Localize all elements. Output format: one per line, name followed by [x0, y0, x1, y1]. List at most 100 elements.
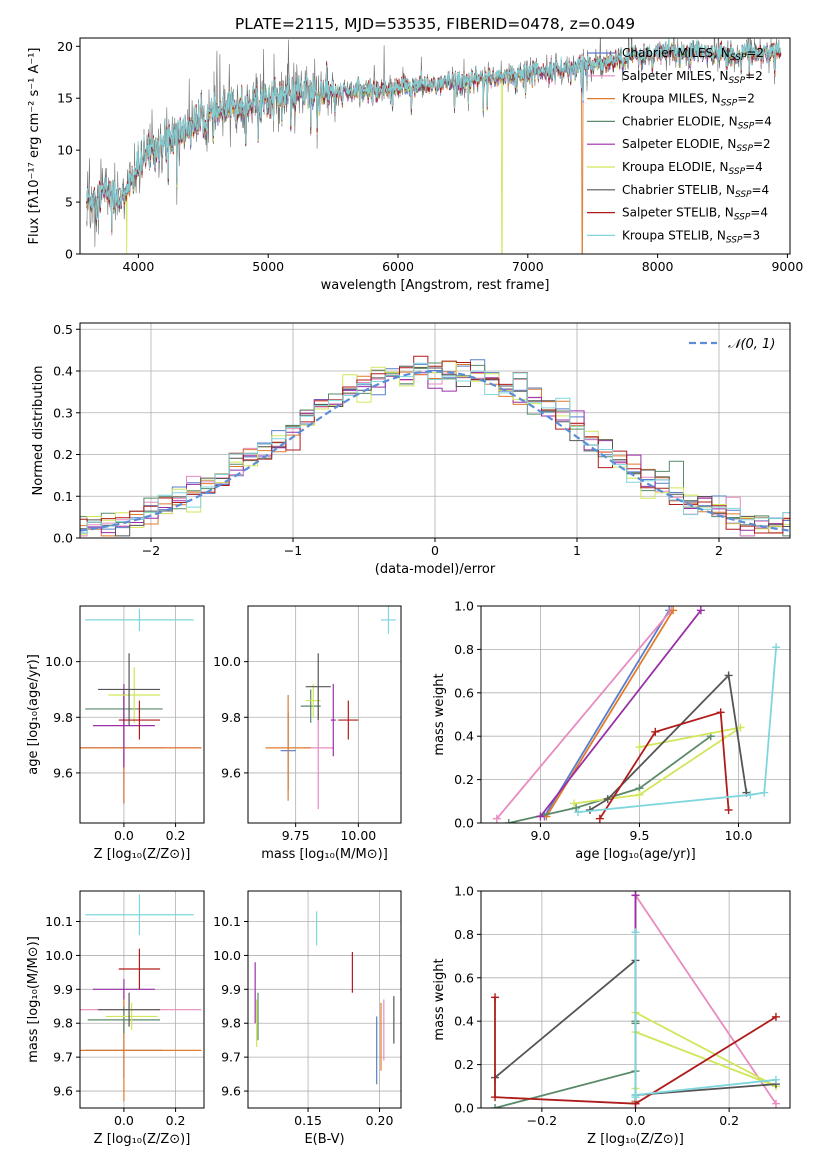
spectrum-xtick-label: 7000 — [512, 259, 544, 274]
legend-entry-label: Salpeter ELODIE, NSSP=2 — [622, 137, 771, 154]
legend-entry-label: Kroupa STELIB, NSSP=3 — [622, 228, 760, 245]
mass_vs_Z-point — [92, 979, 155, 1000]
weight_vs_age-xtick-label: 9.5 — [630, 828, 650, 843]
weight_vs_age-marker — [595, 814, 604, 823]
mass_vs_Z-ytick-label: 9.8 — [53, 1016, 73, 1031]
weight_vs_age-marker — [746, 790, 755, 799]
residuals-xtick-label: −1 — [284, 543, 302, 558]
residuals-ytick-label: 0.0 — [53, 531, 73, 546]
weight_vs_age-series-line — [496, 609, 672, 820]
spectrum-xtick-label: 9000 — [771, 259, 803, 274]
weight_vs_age-marker — [536, 812, 545, 821]
weight_vs_Z-ylabel: mass weight — [432, 958, 447, 1040]
weight_vs_age-marker — [603, 795, 612, 804]
residuals-ytick-label: 0.3 — [53, 405, 73, 420]
age_vs_mass-ytick-label: 9.8 — [221, 710, 241, 725]
weight_vs_age-series-line — [578, 647, 777, 813]
age_vs_mass-point — [300, 689, 321, 723]
spectrum-frame — [79, 37, 791, 255]
spectrum-xtick-label: 4000 — [123, 259, 155, 274]
spectrum-xtick-label: 8000 — [642, 259, 674, 274]
weight_vs_Z-marker — [491, 1104, 500, 1108]
mass_vs_Z-point — [105, 1002, 158, 1031]
spectrum-ylabel: Flux [fλ10⁻¹⁷ erg cm⁻² s⁻¹ A⁻¹] — [27, 48, 42, 245]
age_vs_mass-grid — [248, 606, 401, 823]
weight_vs_Z-xlabel: Z [log₁₀(Z/Z⊙)] — [587, 1132, 684, 1147]
weight_vs_age-ylabel: mass weight — [432, 673, 447, 755]
weight_vs_age-marker — [574, 808, 583, 817]
weight_vs_Z-marker — [491, 993, 500, 1002]
residuals-ytick-label: 0.4 — [53, 364, 73, 379]
legend-entry-label: Kroupa MILES, NSSP=2 — [622, 92, 755, 109]
weight_vs_Z-panel: −0.2 0.0 0.2 0.0 0.2 0.4 0.6 0.8 1.0 Z [log₁₀(Z/Z… — [432, 884, 791, 1147]
mass_vs_Z-plot-area — [80, 894, 202, 1102]
weight_vs_Z-frame — [480, 890, 791, 1109]
mass_vs_Z-point — [98, 992, 161, 1027]
residuals-xtick-label: 2 — [715, 543, 723, 558]
legend-entry-label: 𝒩(0, 1) — [728, 337, 775, 352]
age_vs_mass-ytick-label: 10.0 — [213, 654, 241, 669]
weight_vs_Z-marker — [771, 1012, 780, 1021]
mass_vs_Z-ytick-label: 9.9 — [53, 982, 73, 997]
mass_vs_Z-point — [118, 948, 161, 990]
weight_vs_age-marker — [635, 743, 644, 752]
mass_vs_ebv-plot-area — [254, 911, 395, 1085]
spectrum-legend: Chabrier MILES, NSSP=2 Salpeter MILES, NS… — [587, 46, 772, 245]
weight_vs_age-ytick-label: 0.2 — [454, 772, 474, 787]
weight_vs_age-series-line — [599, 711, 730, 820]
mass_vs_Z-ytick-label: 9.6 — [53, 1084, 73, 1099]
weight_vs_Z-ytick-label: 1.0 — [454, 884, 474, 899]
weight_vs_age-ytick-label: 0.8 — [454, 642, 474, 657]
residuals-xlabel: (data-model)/error — [375, 562, 496, 577]
residuals-ytick-label: 0.5 — [53, 322, 73, 337]
weight_vs_age-ytick-label: 0.4 — [454, 729, 474, 744]
weight_vs_age-xlabel: age [log₁₀(age/yr)] — [575, 847, 696, 862]
legend-entry-label: Kroupa ELODIE, NSSP=4 — [622, 160, 763, 177]
mass_vs_Z-panel: 0.0 0.2 9.6 9.7 9.8 9.9 10.0 10.1 Z [log₁₀(Z/Z⊙)… — [26, 890, 205, 1147]
weight_vs_age-series-line — [539, 609, 702, 818]
age_vs_mass-panel: 9.75 10.00 9.6 9.8 10.0 mass [log₁₀(M/M⊙)] — [213, 605, 402, 862]
mass_vs_ebv-xtick-label: 0.20 — [366, 1113, 394, 1128]
weight_vs_Z-marker — [771, 1075, 780, 1084]
weight_vs_age-panel: 9.0 9.5 10.0 0.0 0.2 0.4 0.6 0.8 1.0 age [log₁₀(a… — [432, 599, 791, 862]
mass_vs_Z-ytick-label: 10.0 — [45, 948, 73, 963]
weight_vs_Z-ytick-label: 0.4 — [454, 1014, 474, 1029]
residuals-xtick-label: 0 — [431, 543, 439, 558]
age_vs_mass-frame — [247, 605, 402, 824]
age_vs_Z-frame — [79, 605, 205, 824]
age_vs_Z-grid — [80, 606, 204, 823]
age_vs_Z-xtick-label: 0.2 — [166, 828, 186, 843]
weight_vs_age-frame — [480, 605, 791, 824]
weight_vs_age-ytick-label: 0.0 — [454, 816, 474, 831]
mass_vs_Z-xtick-label: 0.0 — [114, 1113, 134, 1128]
age_vs_Z-plot-area — [80, 608, 202, 804]
panels: 4000 5000 6000 7000 8000 900005101520waveleng… — [26, 37, 803, 1147]
age_vs_Z-point — [118, 700, 161, 740]
weight_vs_age-marker — [570, 799, 579, 808]
legend-entry-label: Salpeter STELIB, NSSP=4 — [622, 206, 768, 223]
weight_vs_Z-series-line — [494, 997, 777, 1105]
mass_vs_ebv-ytick-label: 9.6 — [221, 1084, 241, 1099]
weight_vs_age-marker — [724, 671, 733, 680]
age_vs_Z-ytick-label: 9.6 — [53, 765, 73, 780]
weight_vs_age-marker — [492, 814, 501, 823]
age_vs_mass-xlabel: mass [log₁₀(M/M⊙)] — [261, 847, 388, 862]
mass_vs_ebv-ytick-label: 10.0 — [213, 948, 241, 963]
spectrum-ytick-label: 15 — [57, 91, 73, 106]
mass_vs_Z-xlabel: Z [log₁₀(Z/Z⊙)] — [94, 1132, 191, 1147]
mass_vs_ebv-panel: 0.15 0.20 9.6 9.7 9.8 9.9 10.0 10.1 E(B-V) — [213, 890, 402, 1147]
weight_vs_Z-xtick-label: 0.0 — [626, 1113, 646, 1128]
weight_vs_age-marker — [669, 606, 678, 615]
weight_vs_age-marker — [651, 727, 660, 736]
spectrum-plot-area — [86, 38, 782, 254]
weight_vs_age-series-line — [573, 726, 741, 805]
weight_vs_age-xtick-label: 9.0 — [530, 828, 550, 843]
mass_vs_ebv-xtick-label: 0.15 — [294, 1113, 322, 1128]
mass_vs_ebv-ytick-label: 9.9 — [221, 982, 241, 997]
legend-entry-label: Chabrier MILES, NSSP=2 — [622, 46, 764, 63]
spectrum-xlabel: wavelength [Angstrom, rest frame] — [321, 278, 550, 293]
mass_vs_ebv-ytick-label: 10.1 — [213, 914, 241, 929]
weight_vs_Z-ytick-label: 0.2 — [454, 1057, 474, 1072]
age_vs_mass-xtick-label: 10.00 — [340, 828, 376, 843]
age_vs_Z-point — [98, 653, 161, 726]
